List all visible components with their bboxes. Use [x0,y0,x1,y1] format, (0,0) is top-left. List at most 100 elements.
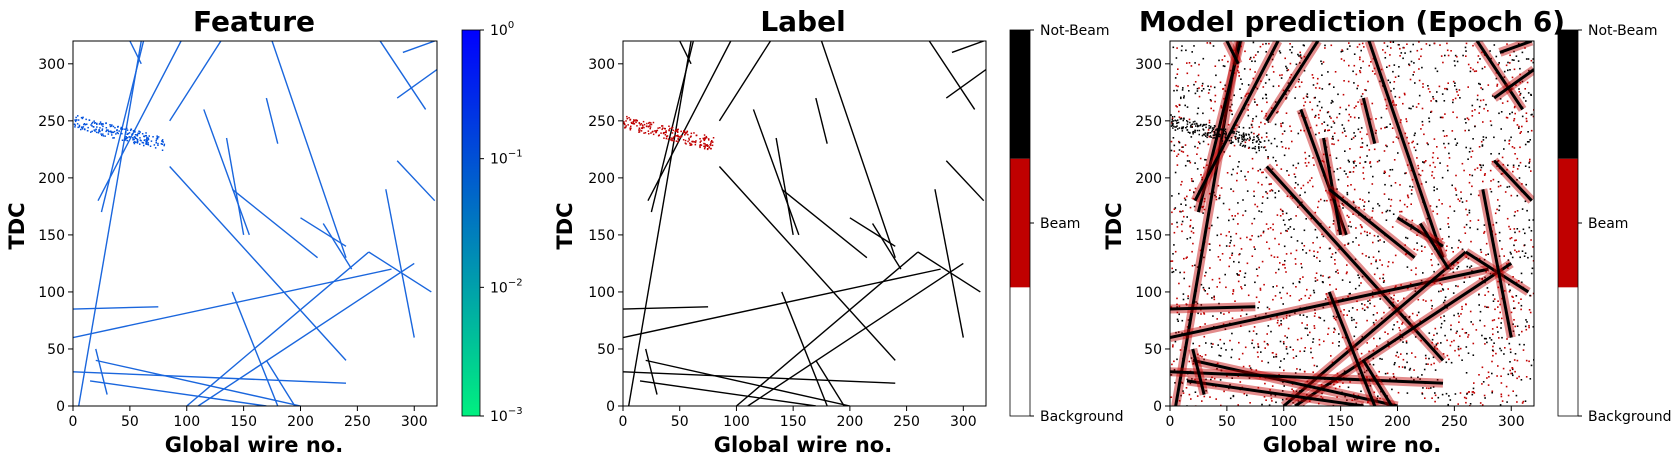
beam-hit [649,127,651,130]
speckle-pixel [1214,100,1216,103]
speckle-pixel [1476,228,1479,231]
beam-hit [672,129,674,132]
beam-hit [138,130,140,132]
speckle-pixel [1321,106,1323,109]
speckle-pixel [1514,353,1517,355]
beam-hit [704,145,706,147]
speckle-pixel [1511,59,1514,61]
speckle-pixel [1332,101,1334,103]
speckle-pixel [1420,55,1422,58]
colorbar-segment [1558,287,1578,416]
speckle-pixel [1312,242,1314,244]
beam-hit [700,144,703,146]
speckle-pixel [1350,316,1353,319]
speckle-pixel [1231,377,1233,379]
beam-hit [1230,142,1233,145]
speckle-pixel [1345,135,1347,137]
speckle-pixel [1257,51,1259,53]
speckle-pixel [1520,131,1522,133]
beam-hit [670,139,672,141]
speckle-pixel [1385,126,1388,128]
speckle-pixel [1433,270,1435,273]
speckle-pixel [1458,321,1460,323]
speckle-pixel [1483,394,1486,397]
beam-hit [113,137,115,139]
speckle-pixel [1521,51,1524,54]
speckle-pixel [1301,201,1303,204]
speckle-pixel [1453,314,1455,317]
speckle-pixel [1180,381,1183,384]
speckle-pixel [1289,295,1292,297]
speckle-pixel [1323,121,1326,123]
speckle-pixel [1516,194,1519,197]
speckle-pixel [1515,84,1517,86]
speckle-pixel [1436,91,1438,93]
speckle-pixel [1199,355,1201,357]
beam-hit [145,134,147,137]
speckle-pixel [1402,57,1404,60]
speckle-pixel [1302,44,1305,46]
speckle-pixel [1356,87,1358,90]
speckle-pixel [1206,293,1209,295]
speckle-pixel [1507,164,1509,167]
beam-hit [147,144,150,146]
speckle-pixel [1207,143,1210,146]
speckle-pixel [1406,136,1408,139]
speckle-pixel [1247,171,1249,173]
beam-hit [1226,138,1228,141]
speckle-pixel [1265,223,1268,225]
beam-hit [163,144,165,147]
speckle-pixel [1478,374,1480,376]
speckle-pixel [1252,41,1255,44]
speckle-pixel [1334,71,1337,73]
beam-hit [685,143,687,145]
speckle-pixel [1213,191,1215,194]
beam-hit [86,123,88,125]
speckle-pixel [1172,253,1174,255]
speckle-pixel [1444,113,1446,115]
speckle-pixel [1369,363,1371,366]
speckle-pixel [1420,183,1423,185]
speckle-pixel [1509,351,1512,354]
speckle-pixel [1215,198,1218,201]
track-hits [368,251,432,293]
speckle-pixel [1385,144,1387,147]
beam-hit [141,141,144,144]
speckle-pixel [1358,206,1360,209]
speckle-pixel [1497,317,1500,320]
speckle-pixel [1511,295,1513,298]
speckle-pixel [1263,146,1265,149]
speckle-pixel [1375,319,1377,322]
speckle-pixel [1254,315,1257,317]
speckle-pixel [1338,385,1341,388]
speckle-pixel [1285,229,1287,232]
speckle-pixel [1450,328,1452,331]
speckle-pixel [1363,177,1365,180]
speckle-pixel [1420,128,1422,130]
speckle-pixel [1461,248,1464,251]
colorbar-tick-label: Background [1040,409,1124,425]
speckle-pixel [1438,290,1440,293]
speckle-pixel [1229,106,1231,108]
speckle-pixel [1383,170,1386,173]
speckle-pixel [1530,59,1533,62]
speckle-pixel [1228,231,1230,233]
speckle-pixel [1231,332,1233,335]
speckle-pixel [1269,190,1271,192]
speckle-pixel [1421,107,1424,110]
speckle-pixel [1355,227,1357,229]
speckle-pixel [1176,303,1178,306]
beam-hit [688,137,690,140]
speckle-pixel [1274,196,1277,199]
speckle-pixel [1258,301,1260,303]
speckle-pixel [1280,141,1283,143]
beam-hit [129,129,132,132]
speckle-pixel [1446,307,1448,309]
track-hits [231,291,279,406]
speckle-pixel [1391,388,1393,391]
beam-hit [691,140,693,143]
speckle-pixel [1449,399,1452,401]
speckle-pixel [1183,95,1185,97]
speckle-pixel [1486,377,1488,379]
speckle-pixel [1372,295,1374,298]
